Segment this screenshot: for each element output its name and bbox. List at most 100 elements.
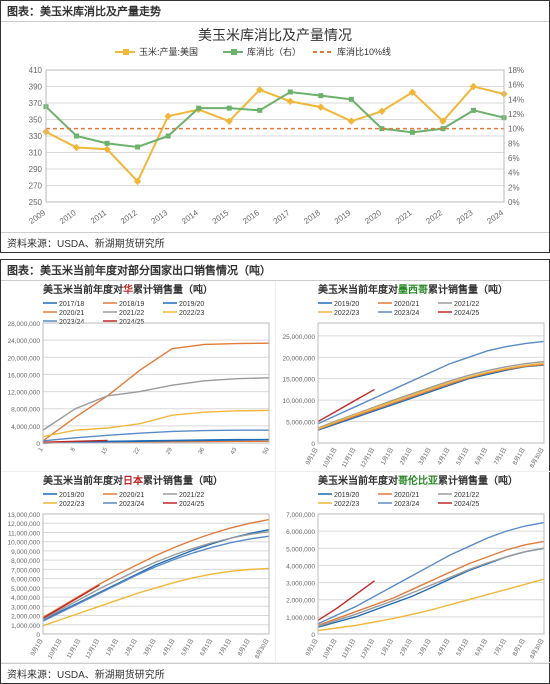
svg-text:2020: 2020 <box>363 208 383 226</box>
svg-text:2023/24: 2023/24 <box>394 501 419 508</box>
svg-text:2023/24: 2023/24 <box>394 310 419 317</box>
svg-text:2024/25: 2024/25 <box>454 501 479 508</box>
svg-text:12%: 12% <box>508 110 524 119</box>
svg-text:2023/24: 2023/24 <box>119 501 144 508</box>
svg-text:12,000,000: 12,000,000 <box>7 521 40 528</box>
panel-colombia: 美玉米当前年度对哥伦比亚累计销售量（吨）2019/202020/212021/2… <box>276 472 550 663</box>
figure-2-header: 图表：美玉米当前年度对部分国家出口销售情况（吨） <box>1 260 549 281</box>
svg-text:4月1日: 4月1日 <box>161 638 176 658</box>
svg-text:3月1日: 3月1日 <box>417 638 432 658</box>
chart-svg-japan: 美玉米当前年度对日本累计销售量（吨）2019/202020/212021/222… <box>1 472 275 662</box>
svg-text:4月1日: 4月1日 <box>436 447 451 467</box>
svg-text:8月30日: 8月30日 <box>254 638 271 661</box>
svg-text:2021/22: 2021/22 <box>454 301 479 308</box>
svg-text:2021/22: 2021/22 <box>454 492 479 499</box>
svg-text:1,000,000: 1,000,000 <box>11 623 40 630</box>
svg-text:美玉米当前年度对日本累计销售量（吨）: 美玉米当前年度对日本累计销售量（吨） <box>43 474 223 487</box>
svg-text:4,000,000: 4,000,000 <box>11 424 40 431</box>
svg-text:8,000,000: 8,000,000 <box>11 407 40 414</box>
svg-text:2月1日: 2月1日 <box>123 638 138 658</box>
svg-text:370: 370 <box>29 99 43 108</box>
svg-text:290: 290 <box>29 165 43 174</box>
svg-text:9,000,000: 9,000,000 <box>11 549 40 556</box>
svg-text:2021: 2021 <box>394 208 414 226</box>
svg-text:3月1日: 3月1日 <box>417 447 432 467</box>
svg-text:3,000,000: 3,000,000 <box>286 581 315 588</box>
svg-text:2,000,000: 2,000,000 <box>286 598 315 605</box>
svg-text:390: 390 <box>29 83 43 92</box>
svg-text:11月1日: 11月1日 <box>341 447 358 469</box>
svg-text:库消比（右）: 库消比（右） <box>247 46 301 57</box>
svg-text:2019: 2019 <box>333 208 353 226</box>
svg-text:2016: 2016 <box>241 208 261 226</box>
svg-text:25,000,000: 25,000,000 <box>282 334 315 341</box>
chart-svg-mexico: 美玉米当前年度对墨西哥累计销售量（吨）2019/202020/212021/22… <box>276 281 550 471</box>
svg-text:14%: 14% <box>508 95 524 104</box>
svg-text:2019/20: 2019/20 <box>179 301 204 308</box>
svg-text:6,000,000: 6,000,000 <box>11 577 40 584</box>
svg-text:10月1日: 10月1日 <box>46 638 63 661</box>
svg-text:0%: 0% <box>508 198 520 207</box>
figure-2-footer: 资料来源：USDA、新湖期货研究所 <box>1 663 549 683</box>
svg-text:250: 250 <box>29 198 43 207</box>
svg-text:15,000,000: 15,000,000 <box>282 377 315 384</box>
svg-text:6,000,000: 6,000,000 <box>286 529 315 536</box>
svg-text:9月1日: 9月1日 <box>304 447 319 467</box>
svg-text:18%: 18% <box>508 66 524 75</box>
svg-text:2024: 2024 <box>485 208 505 226</box>
svg-text:2019/20: 2019/20 <box>334 301 359 308</box>
svg-text:美玉米当前年度对墨西哥累计销售量（吨）: 美玉米当前年度对墨西哥累计销售量（吨） <box>318 283 508 296</box>
svg-text:0: 0 <box>36 441 40 448</box>
svg-text:12,000,000: 12,000,000 <box>7 390 40 397</box>
svg-text:11月1日: 11月1日 <box>66 638 83 660</box>
svg-text:6月1日: 6月1日 <box>199 638 214 658</box>
svg-text:2020/21: 2020/21 <box>394 492 419 499</box>
svg-text:1月1日: 1月1日 <box>380 447 395 467</box>
svg-text:2020/21: 2020/21 <box>59 310 84 317</box>
svg-text:330: 330 <box>29 132 43 141</box>
svg-text:2月1日: 2月1日 <box>398 638 413 658</box>
svg-text:10%: 10% <box>508 125 524 134</box>
svg-text:2月1日: 2月1日 <box>398 447 413 467</box>
svg-text:8月1日: 8月1日 <box>511 638 526 658</box>
svg-text:2019/20: 2019/20 <box>59 492 84 499</box>
svg-text:9月1日: 9月1日 <box>29 638 44 658</box>
svg-text:20,000,000: 20,000,000 <box>7 355 40 362</box>
panel-china: 美玉米当前年度对华累计销售量（吨） 2017/18 2018/19 2019/20 20… <box>1 281 276 472</box>
svg-text:24,000,000: 24,000,000 <box>7 338 40 345</box>
svg-text:310: 310 <box>29 149 43 158</box>
svg-text:10,000,000: 10,000,000 <box>7 540 40 547</box>
chart-svg-1: 美玉米库消比及产量情况玉米:产量:美国库消比（右）库消比10%线25027029… <box>1 22 549 232</box>
svg-text:2024/25: 2024/25 <box>179 501 204 508</box>
svg-text:29: 29 <box>165 446 174 455</box>
svg-text:4,000,000: 4,000,000 <box>11 595 40 602</box>
svg-text:2022/23: 2022/23 <box>59 501 84 508</box>
svg-text:8月1日: 8月1日 <box>236 638 251 658</box>
svg-text:2014: 2014 <box>180 208 200 226</box>
svg-text:36: 36 <box>198 446 207 455</box>
svg-text:美玉米库消比及产量情况: 美玉米库消比及产量情况 <box>198 27 352 43</box>
svg-text:12月1日: 12月1日 <box>359 447 376 470</box>
svg-text:美玉米当前年度对华累计销售量（吨）: 美玉米当前年度对华累计销售量（吨） <box>43 283 213 296</box>
svg-text:12月1日: 12月1日 <box>84 638 101 661</box>
svg-text:4月1日: 4月1日 <box>436 638 451 658</box>
svg-text:0: 0 <box>311 441 315 448</box>
svg-text:2024/25: 2024/25 <box>454 310 479 317</box>
svg-text:16%: 16% <box>508 81 524 90</box>
svg-text:2023: 2023 <box>455 208 475 226</box>
svg-text:2018/19: 2018/19 <box>119 301 144 308</box>
svg-text:22: 22 <box>133 446 142 455</box>
svg-text:6月1日: 6月1日 <box>474 638 489 658</box>
svg-text:0: 0 <box>311 632 315 639</box>
svg-text:2021/22: 2021/22 <box>119 310 144 317</box>
svg-text:2010: 2010 <box>58 208 78 226</box>
svg-text:10月1日: 10月1日 <box>321 447 338 470</box>
svg-text:2021/22: 2021/22 <box>179 492 204 499</box>
svg-text:2012: 2012 <box>119 208 139 226</box>
svg-text:4%: 4% <box>508 169 520 178</box>
svg-text:0: 0 <box>36 632 40 639</box>
svg-text:20,000,000: 20,000,000 <box>282 355 315 362</box>
svg-text:11月1日: 11月1日 <box>341 638 358 660</box>
svg-text:15: 15 <box>101 446 110 455</box>
svg-text:2017/18: 2017/18 <box>59 301 84 308</box>
